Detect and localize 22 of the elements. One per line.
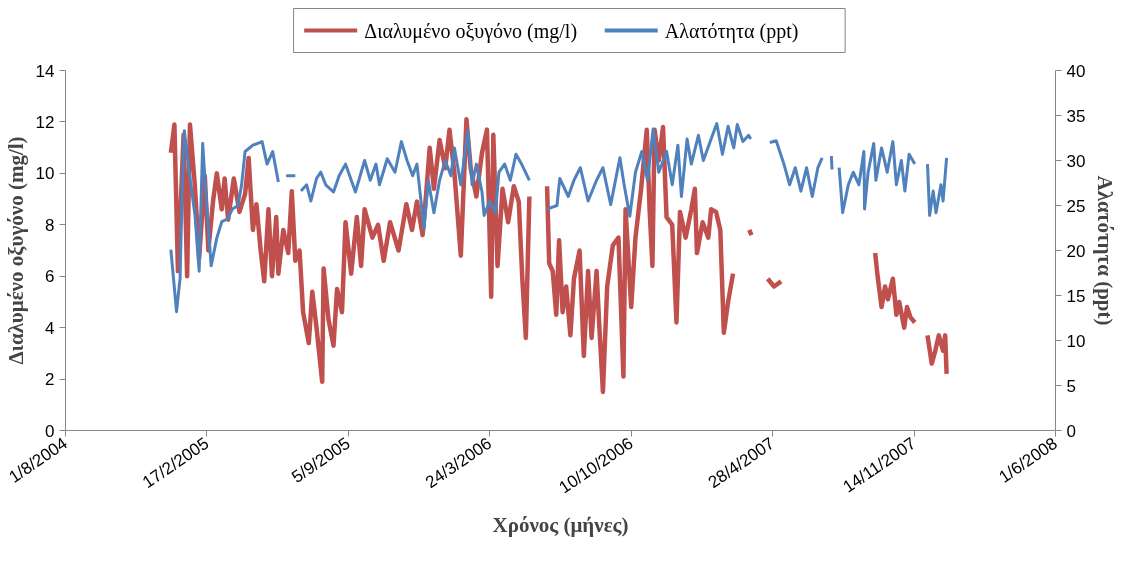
y-tick-label: 6: [45, 267, 55, 287]
y-tick-label: 2: [45, 370, 55, 390]
y2-tick-label: 20: [1066, 241, 1086, 261]
legend-label: Διαλυμένο οξυγόνο (mg/l): [364, 19, 578, 43]
y2-axis-title: Αλατότητα (ppt): [1093, 175, 1118, 326]
x-axis-title: Χρόνος (μήνες): [492, 513, 629, 538]
y-tick-label: 0: [45, 421, 55, 441]
y2-tick-label: 10: [1066, 331, 1086, 351]
y-tick-label: 10: [35, 164, 55, 184]
y2-tick-label: 40: [1066, 61, 1086, 81]
y-tick-label: 8: [45, 215, 55, 235]
y-tick-label: 14: [35, 61, 55, 81]
legend-label: Αλατότητα (ppt): [664, 19, 799, 43]
y-axis-title: Διαλυμένο οξυγόνο (mg/l): [3, 136, 28, 365]
y2-tick-label: 15: [1066, 286, 1086, 306]
y2-tick-label: 35: [1066, 106, 1086, 126]
y2-tick-label: 25: [1066, 196, 1086, 216]
y2-tick-label: 30: [1066, 151, 1086, 171]
y2-tick-label: 0: [1066, 421, 1076, 441]
y-tick-label: 12: [35, 112, 55, 132]
y2-tick-label: 5: [1066, 376, 1076, 396]
y-tick-label: 4: [45, 318, 55, 338]
